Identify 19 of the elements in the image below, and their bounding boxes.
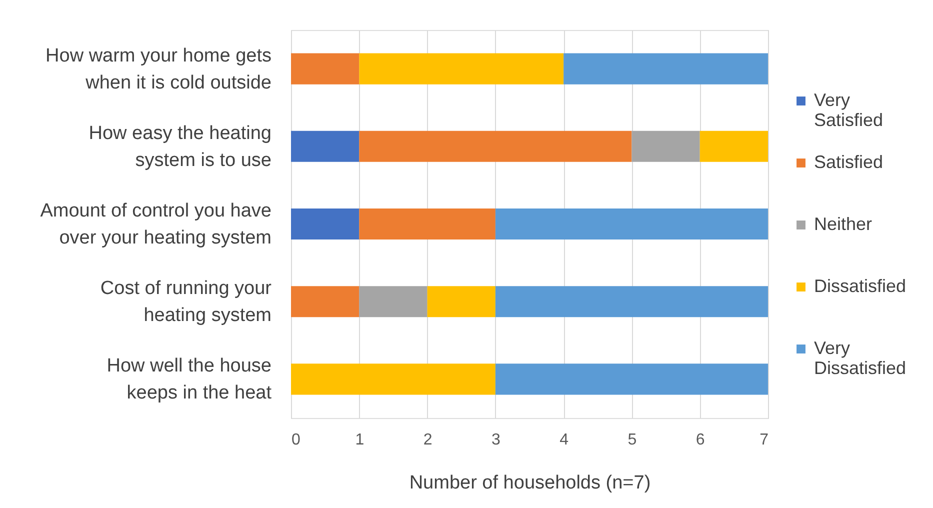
legend-label: Dissatisfied [814,276,906,296]
y-tick-label: How well the house keeps in the heat [106,356,272,404]
x-tick-label: 7 [760,432,769,448]
legend-label: Neither [814,214,872,234]
y-tick-label: How easy the heating system is to use [88,122,272,171]
x-tick-label: 5 [628,432,637,448]
x-tick-label: 4 [560,432,569,448]
y-tick-label: Cost of running your heating system [100,278,272,326]
x-tick-label: 3 [491,432,500,448]
x-tick-label: 1 [355,432,364,448]
x-tick-label: 2 [423,432,432,448]
y-tick-label: Amount of control you have over your heating system [40,200,272,248]
y-tick-label: How warm your home gets when it is cold outside [46,45,272,94]
legend-label: Very Satisfied [814,90,884,130]
x-tick-label: 6 [696,432,705,448]
x-tick-label: 0 [292,432,300,448]
legend-label: Satisfied [814,152,884,172]
x-axis-title: Number of households (n=7) [409,472,651,494]
legend-label: Very Dissatisfied [814,338,906,378]
